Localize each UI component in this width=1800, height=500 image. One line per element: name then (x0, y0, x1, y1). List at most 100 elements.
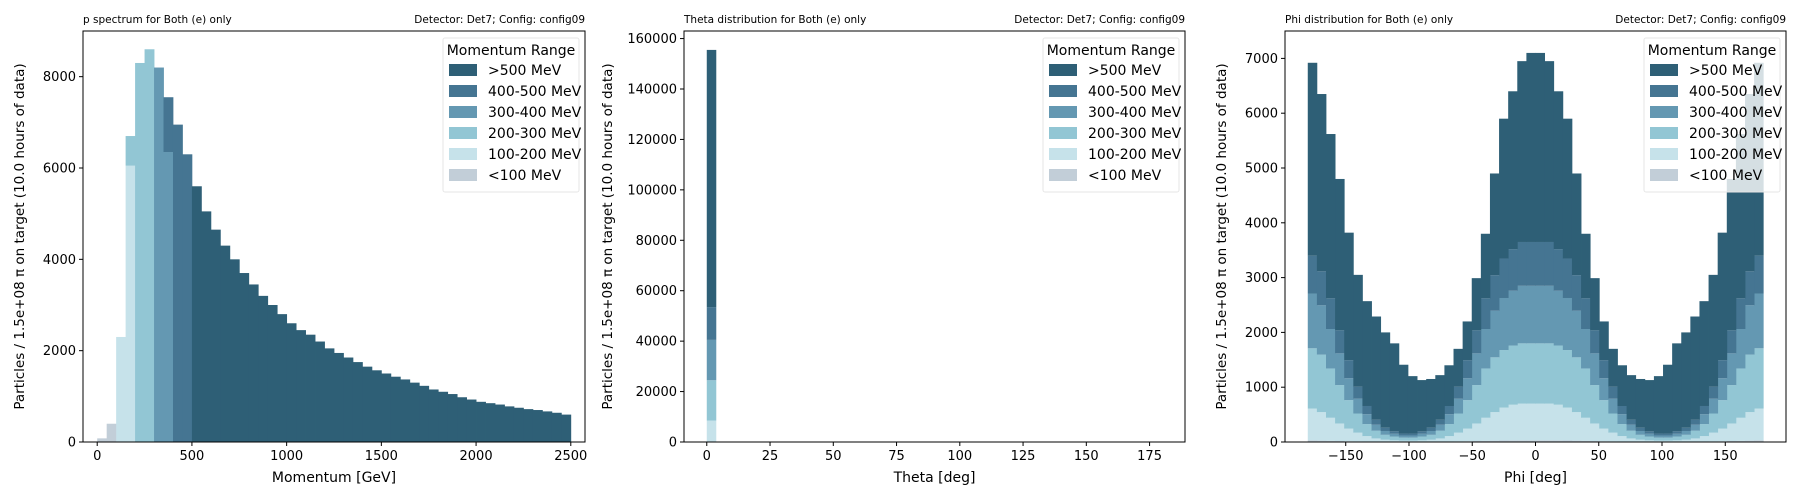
bar-segment (1535, 285, 1546, 344)
chart-title-right: Detector: Det7; Config: config09 (1014, 14, 1185, 26)
chart-panel-3: Phi distribution for Both (e) only Detect… (1214, 14, 1787, 486)
bar-segment (1508, 91, 1518, 250)
bar-segment (1325, 329, 1336, 369)
bar-segment (1617, 424, 1627, 437)
bar-segment (1362, 414, 1372, 425)
bar-segment (1453, 432, 1464, 442)
bar-segment (1489, 440, 1500, 442)
bar-segment (1635, 439, 1646, 442)
bar-segment (1471, 385, 1482, 424)
legend-swatch (449, 127, 477, 139)
bar-segment (1617, 414, 1627, 425)
bar-segment (1581, 417, 1591, 441)
bar-segment (1663, 437, 1673, 441)
bar-segment (1581, 368, 1591, 418)
bar-segment (1626, 430, 1637, 439)
y-tick-label: 6000 (43, 162, 76, 177)
y-tick-label: 7000 (1245, 52, 1278, 67)
y-axis-label: Particles / 1.5e+08 π on target (10.0 ho… (1214, 63, 1230, 409)
bar-segment (1699, 414, 1709, 425)
bar-segment (191, 186, 202, 442)
bar-segment (1562, 350, 1573, 408)
y-tick-label: 2000 (1245, 326, 1278, 341)
bar-segment (315, 341, 325, 442)
bar-segment (1599, 360, 1609, 379)
bar-segment (1708, 386, 1719, 399)
bar-segment (248, 284, 259, 442)
bar-segment (466, 399, 477, 442)
bar-segment (438, 391, 449, 442)
bar-segment (1690, 316, 1700, 420)
bar-segment (1508, 249, 1518, 291)
y-tick-label: 4000 (1245, 216, 1278, 231)
bar-segment (1526, 343, 1536, 404)
bar-segment (1690, 438, 1700, 442)
bar-segment (1544, 285, 1555, 344)
bar-segment (1325, 440, 1336, 442)
bar-segment (362, 366, 373, 442)
bar-segment (1735, 134, 1746, 299)
bar-segment (1544, 440, 1555, 442)
bar-segment (542, 411, 553, 442)
bar-segment (1717, 378, 1728, 401)
bar-segment (1644, 440, 1655, 442)
legend-swatch (1650, 64, 1678, 76)
bar-segment (1480, 368, 1491, 418)
bar-segment (1571, 357, 1582, 413)
bar-segment (1444, 406, 1454, 415)
bar-segment (201, 211, 212, 442)
bar-segment (163, 97, 174, 153)
bar-segment (504, 406, 515, 442)
bar-segment (1417, 433, 1427, 437)
bar-segment (1517, 403, 1527, 441)
bar-segment (1635, 434, 1646, 440)
bar-segment (381, 373, 392, 442)
bar-segment (1690, 424, 1700, 431)
bar-segment (1325, 134, 1336, 299)
bar-segment (1708, 398, 1719, 414)
bar-segment (1562, 118, 1573, 259)
bar-segment (1407, 376, 1418, 434)
bar-segment (1499, 118, 1509, 259)
bar-segment (1499, 350, 1509, 408)
bar-segment (1571, 440, 1582, 442)
bar-segment (125, 136, 136, 166)
bar-segment (1335, 178, 1345, 331)
bar-segment (1726, 330, 1737, 354)
bar-segment (1307, 255, 1318, 294)
bar-segment (1462, 400, 1473, 429)
bar-segment (1517, 61, 1527, 242)
bar-segment (1663, 364, 1673, 434)
bar-segment (1581, 440, 1591, 442)
bar-segment (1571, 310, 1582, 358)
y-tick-label: 0 (669, 436, 677, 451)
bar-segment (1471, 423, 1482, 442)
bar-segment (305, 334, 316, 442)
bar-segment (1417, 380, 1427, 432)
bar-segment (1599, 378, 1609, 401)
legend-swatch (1650, 106, 1678, 118)
bar-segment (1590, 385, 1600, 424)
bar-segment (1435, 419, 1445, 425)
bar-segment (1562, 258, 1573, 298)
legend-label: 300-400 MeV (1689, 105, 1783, 121)
bar-segment (1444, 436, 1454, 442)
bar-segment (1335, 423, 1345, 442)
bar-segment (1371, 424, 1382, 431)
bar-segment (1426, 427, 1436, 431)
bar-segment (1735, 368, 1746, 418)
bar-segment (239, 273, 250, 442)
bar-segment (706, 339, 717, 381)
legend-swatch (1650, 148, 1678, 160)
bar-segment (1599, 428, 1609, 442)
bar-segment (144, 49, 155, 443)
bar-segment (267, 305, 278, 442)
bar-segment (1344, 360, 1354, 379)
bar-segment (1480, 298, 1491, 329)
y-tick-label: 60000 (636, 284, 677, 299)
bar-segment (1508, 345, 1518, 405)
bar-segment (1371, 419, 1382, 425)
bar-segment (1371, 316, 1382, 420)
x-tick-label: 150 (1074, 449, 1099, 464)
bar-segment (1726, 423, 1737, 442)
